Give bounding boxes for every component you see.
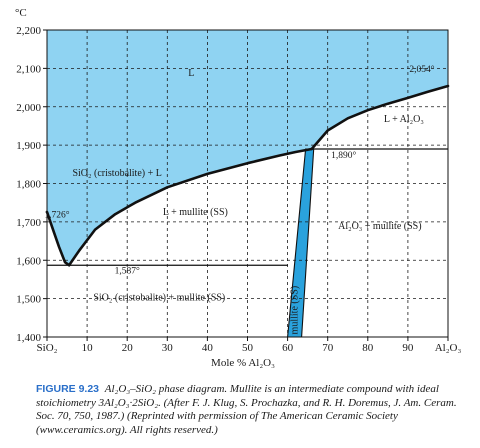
phase-region-label: SiO₂ (cristobalite) + mullite (SS) — [93, 293, 225, 304]
phase-region-label: L — [188, 68, 194, 79]
phase-region-label: L + Al₂O₃ — [384, 114, 424, 125]
y-tick-label: 2,000 — [16, 102, 41, 114]
liquid-region — [47, 30, 448, 266]
caption-text: Al₂O₃–SiO₂ phase diagram. Mullite is an … — [36, 383, 457, 436]
figure-caption: FIGURE 9.23 Al₂O₃–SiO₂ phase diagram. Mu… — [36, 383, 466, 437]
y-tick-label: 2,200 — [16, 25, 41, 37]
gridline-layer — [47, 30, 448, 337]
liquidus-mullite-curve — [67, 147, 313, 267]
phase-region-label: SiO₂ (cristobalite) + L — [72, 168, 161, 179]
y-tick-label: 1,800 — [16, 179, 41, 191]
x-tick-label: 90 — [402, 342, 414, 354]
curve-layer — [45, 29, 450, 338]
x-tick-label: 40 — [202, 342, 214, 354]
y-tick-label: 1,900 — [16, 140, 41, 152]
y-tick-label: 1,600 — [16, 255, 41, 267]
x-tick-label: SiO₂ — [37, 342, 58, 354]
tick-label-layer: SiO₂ 10 20 30 40 50 60 70 80 90 Al₂O₃ 1,400 1,500 1,6… — [16, 25, 461, 354]
temperature-annotation: 1,726° — [44, 209, 69, 220]
figure-number: FIGURE 9.23 — [36, 383, 100, 395]
y-tick-label: 1,700 — [16, 217, 41, 229]
x-tick-label: 60 — [282, 342, 294, 354]
mullite-field-label: mullite (SS) — [290, 286, 301, 335]
phase-diagram-chart: SiO₂ 10 20 30 40 50 60 70 80 90 Al₂O₃ 1,400 1,500 1,6… — [15, 7, 461, 369]
phase-region-label: Al₂O₃ + mullite (SS) — [338, 221, 421, 232]
x-tick-label: 70 — [322, 342, 334, 354]
x-tick-label: 50 — [242, 342, 254, 354]
x-axis-title: Mole % Al₂O₃ — [211, 357, 275, 369]
x-tick-label: 80 — [362, 342, 374, 354]
x-tick-label: Al₂O₃ — [435, 342, 462, 354]
phase-region-label: L + mullite (SS) — [163, 207, 228, 218]
temperature-annotation: 1,890° — [331, 150, 356, 161]
y-tick-label: 1,400 — [16, 332, 41, 344]
y-axis-unit: °C — [15, 7, 27, 19]
y-tick-label: 2,100 — [16, 63, 41, 75]
region-label-layer: L L + Al₂O₃ SiO₂ (cristobalite) + L L + mul… — [44, 64, 434, 334]
temperature-annotation: 2,054° — [409, 64, 434, 75]
liquidus-sio2-curve — [45, 210, 71, 267]
temperature-annotation: 1,587° — [115, 266, 140, 277]
y-tick-label: 1,500 — [16, 294, 41, 306]
x-tick-label: 10 — [82, 342, 94, 354]
x-tick-label: 20 — [122, 342, 134, 354]
x-tick-label: 30 — [162, 342, 174, 354]
liquidus-alumina-curve — [310, 84, 450, 151]
